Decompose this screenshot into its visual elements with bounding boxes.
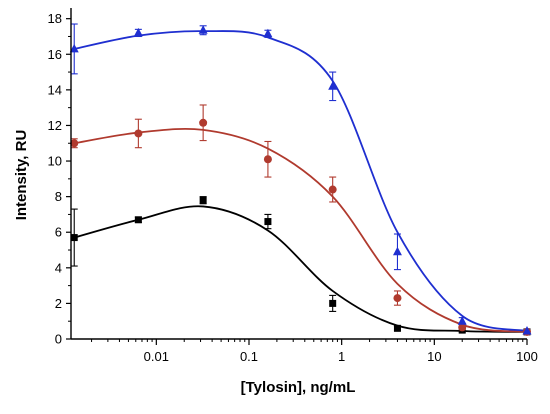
axes: 0 2 4 6 8 10 12 14 16 18 0.01 0.1 1 10 100 xyxy=(48,8,538,364)
fit-curves xyxy=(73,30,528,333)
error-bars xyxy=(70,23,531,335)
y-tick-label: 4 xyxy=(55,260,62,275)
data-point-circle xyxy=(70,139,79,148)
x-tick-label: 10 xyxy=(427,349,441,364)
fit-curve-2 xyxy=(74,30,528,332)
y-tick-label: 10 xyxy=(48,154,62,169)
data-point-triangle xyxy=(522,325,532,335)
data-point-circle xyxy=(199,118,208,127)
x-tick-label: 0.01 xyxy=(144,349,169,364)
x-axis-title: [Tylosin], ng/mL xyxy=(241,379,356,396)
y-tick-label: 0 xyxy=(55,332,62,347)
y-tick-label: 16 xyxy=(48,47,62,62)
fit-curve-1 xyxy=(74,128,528,333)
data-point-triangle xyxy=(328,81,338,90)
y-tick-label: 18 xyxy=(48,11,62,26)
y-tick-label: 8 xyxy=(55,189,62,204)
data-point-circle xyxy=(393,294,402,303)
data-point-circle xyxy=(328,185,337,194)
data-markers xyxy=(69,25,532,336)
data-point-square xyxy=(199,196,207,204)
data-point-triangle xyxy=(457,316,467,325)
data-point-square xyxy=(264,218,272,226)
data-point-circle xyxy=(458,323,467,332)
data-point-triangle xyxy=(69,43,79,53)
data-point-triangle xyxy=(392,246,402,256)
data-point-square xyxy=(329,299,337,307)
y-tick-label: 12 xyxy=(48,118,62,133)
fit-curve-0 xyxy=(73,205,528,333)
x-tick-label: 100 xyxy=(516,349,538,364)
data-point-triangle xyxy=(198,25,208,34)
data-point-square xyxy=(134,216,142,224)
x-tick-label: 0.1 xyxy=(240,349,258,364)
data-point-triangle xyxy=(133,27,143,37)
y-axis-title: Intensity, RU xyxy=(13,130,30,221)
data-point-square xyxy=(393,324,401,332)
data-point-circle xyxy=(263,155,272,164)
y-tick-label: 14 xyxy=(48,82,62,97)
x-tick-label: 1 xyxy=(338,349,345,364)
y-tick-label: 6 xyxy=(55,225,62,240)
y-tick-label: 2 xyxy=(55,296,62,311)
data-point-circle xyxy=(134,129,143,138)
data-point-triangle xyxy=(263,28,273,38)
data-point-square xyxy=(70,234,78,242)
